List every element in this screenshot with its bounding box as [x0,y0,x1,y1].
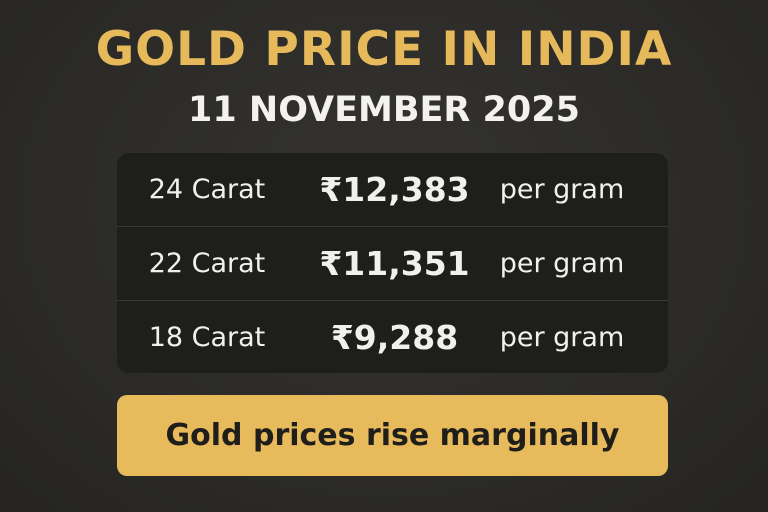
table-row: 24 Carat ₹12,383 per gram [117,153,668,226]
banner: Gold prices rise marginally [117,395,668,476]
table-row: 22 Carat ₹11,351 per gram [117,226,668,300]
carat: 24 Carat [148,174,266,205]
unit: per gram [499,174,625,205]
price-table: 24 Carat ₹12,383 per gram 22 Carat ₹11,351 pe… [117,153,668,373]
table-row: 18 Carat ₹9,288 per gram [117,299,668,374]
price: ₹9,288 [330,317,459,357]
carat: 18 Carat [148,321,266,353]
unit: per gram [499,321,625,353]
unit: per gram [499,248,625,280]
price: ₹12,383 [319,170,470,209]
carat: 22 Carat [148,248,266,280]
price: ₹11,351 [319,244,470,284]
title: GOLD PRICE IN INDIA [95,22,673,77]
date: 11 NOVEMBER 2025 [188,90,580,130]
